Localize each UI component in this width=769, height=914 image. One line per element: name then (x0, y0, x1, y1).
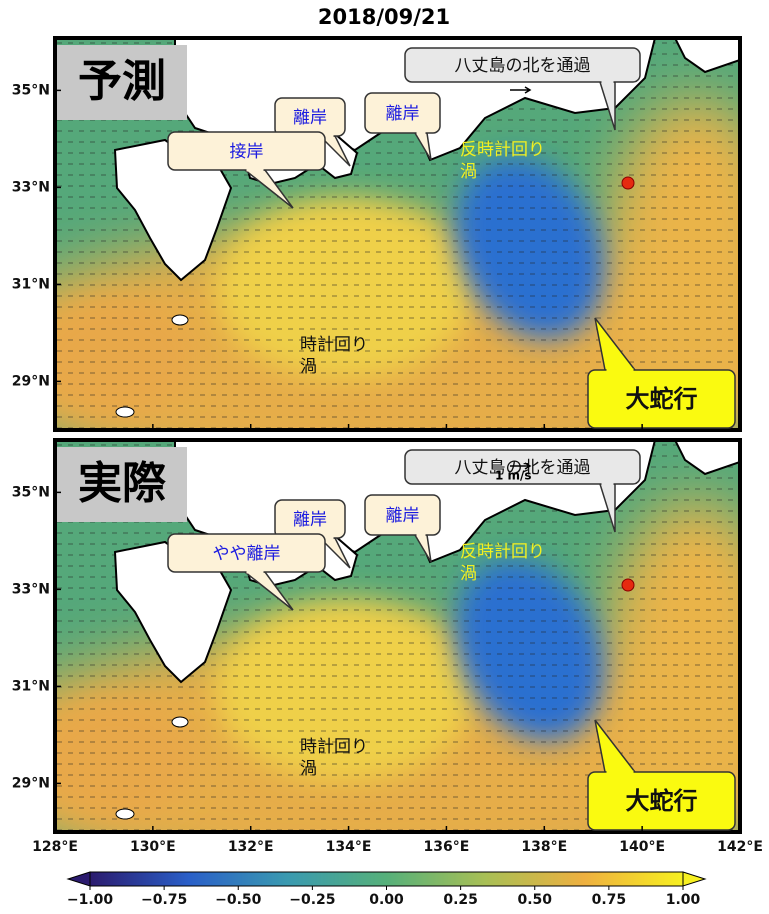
callout-text: 離岸 (293, 108, 327, 128)
frame (53, 438, 742, 834)
lon-tick-label: 136°E (424, 839, 470, 855)
colorbar-tick-label: 1.00 (666, 892, 701, 908)
callout-box (587, 369, 736, 429)
lat-tick-label: 31°N (12, 276, 50, 292)
vector-scale-label: 1 m/s (495, 469, 532, 483)
callout-box (404, 47, 641, 83)
colorbar-high-extend (682, 871, 707, 887)
lon-tick-label: 134°E (326, 839, 372, 855)
panel-label: 実際 (78, 458, 166, 509)
panel-label: 予測 (78, 56, 166, 107)
colorbar-tick-label: 0.00 (369, 892, 404, 908)
colorbar-tick-label: −1.00 (67, 892, 114, 908)
lat-tick-label: 33°N (12, 179, 50, 195)
vector-scale-arrow (510, 462, 532, 470)
callout-text: 八丈島の北を通過 (455, 458, 591, 478)
lon-tick-label: 128°E (32, 839, 78, 855)
island (171, 314, 189, 326)
callout-text: 大蛇行 (626, 787, 698, 815)
eddy-label: 反時計回り (460, 542, 545, 562)
callout-text: 大蛇行 (626, 385, 698, 413)
island (171, 716, 189, 728)
lat-tick-label: 35°N (12, 484, 50, 500)
colorbar-low-extend (66, 871, 91, 887)
hachijo-marker (621, 176, 635, 190)
frame (53, 36, 742, 432)
lat-tick-label: 29°N (12, 373, 50, 389)
callout-box (404, 449, 641, 485)
eddy-label: 渦 (460, 564, 477, 584)
title: 2018/09/21 (318, 5, 450, 29)
callout-text: 離岸 (293, 510, 327, 530)
callout-text: 離岸 (386, 506, 420, 526)
land-boso (673, 38, 740, 74)
eddy-label: 渦 (300, 759, 317, 779)
eddy-label: 渦 (300, 357, 317, 377)
colorbar-tick-label: −0.75 (141, 892, 187, 908)
callout-box (587, 771, 736, 831)
callout-text: 接岸 (230, 142, 264, 162)
lon-tick-label: 142°E (717, 839, 763, 855)
lat-tick-label: 33°N (12, 581, 50, 597)
callout-box (364, 92, 441, 134)
lon-tick-label: 138°E (521, 839, 567, 855)
lon-tick-label: 140°E (619, 839, 665, 855)
vector-scale-arrow (510, 86, 532, 94)
colorbar-tick-label: 0.50 (517, 892, 552, 908)
eddy-label: 時計回り (300, 335, 368, 355)
lat-tick-label: 31°N (12, 678, 50, 694)
callout-box (364, 494, 441, 536)
hachijo-marker (621, 578, 635, 592)
colorbar-tick-label: −0.50 (215, 892, 262, 908)
colorbar-tick-label: −0.25 (289, 892, 335, 908)
panel-label-box (57, 45, 187, 120)
island (115, 406, 135, 418)
eddy-label: 渦 (460, 162, 477, 182)
land-boso (673, 440, 740, 476)
colorbar-tick-label: 0.75 (592, 892, 627, 908)
eddy-label: 時計回り (300, 737, 368, 757)
island (115, 808, 135, 820)
colorbar (89, 871, 684, 887)
lat-tick-label: 29°N (12, 775, 50, 791)
colorbar-tick-label: 0.25 (443, 892, 478, 908)
lon-tick-label: 130°E (130, 839, 176, 855)
callout-text: やや離岸 (213, 544, 281, 564)
panel-label-box (57, 447, 187, 522)
lat-tick-label: 35°N (12, 82, 50, 98)
callout-text: 八丈島の北を通過 (455, 56, 591, 76)
eddy-label: 反時計回り (460, 140, 545, 160)
lon-tick-label: 132°E (228, 839, 274, 855)
callout-text: 離岸 (386, 104, 420, 124)
